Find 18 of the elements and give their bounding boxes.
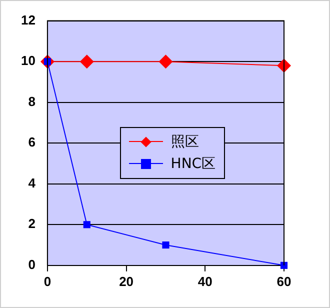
x-tick-label: 20: [119, 274, 134, 289]
y-tick-label: 6: [28, 134, 36, 150]
point: [83, 221, 90, 228]
legend-label: HNC区: [170, 154, 216, 173]
x-tick-label: 40: [198, 274, 212, 289]
point: [158, 54, 173, 69]
point: [162, 241, 170, 249]
y-tick-label: 0: [28, 256, 36, 272]
y-tick-label: 8: [28, 94, 36, 109]
y-tick-label: 10: [20, 53, 36, 68]
x-tick-label: 60: [276, 274, 292, 289]
x-tick-label: 0: [44, 274, 52, 289]
legend-label: 照区: [170, 132, 199, 151]
point: [280, 262, 288, 269]
point: [80, 54, 94, 69]
y-tick-label: 2: [28, 216, 36, 232]
y-tick-label: 4: [28, 175, 36, 190]
y-tick-label: 12: [20, 12, 36, 28]
